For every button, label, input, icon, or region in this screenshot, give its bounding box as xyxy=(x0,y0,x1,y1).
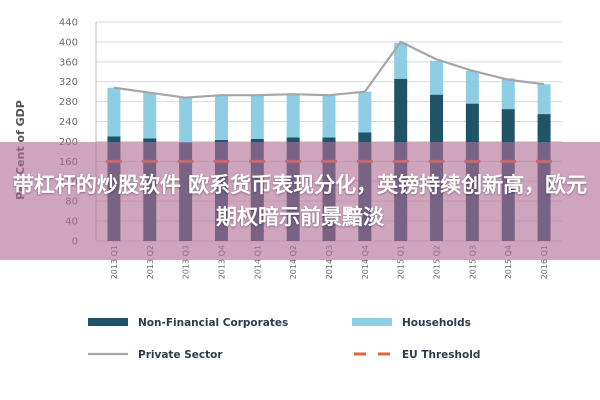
legend-label: Non-Financial Corporates xyxy=(138,317,288,329)
x-tick-label: 2016 Q1 xyxy=(540,245,549,279)
x-tick-label: 2013 Q1 xyxy=(110,245,119,279)
legend-swatch xyxy=(352,318,392,326)
bar-households xyxy=(143,92,157,139)
x-tick-label: 2015 Q4 xyxy=(504,245,513,279)
x-tick-label: 2015 Q2 xyxy=(433,245,442,279)
y-tick-label: 240 xyxy=(59,117,78,128)
bar-households xyxy=(107,87,121,137)
legend: Non-Financial Corporates Households Privat… xyxy=(88,317,480,361)
x-tick-label: 2014 Q2 xyxy=(289,245,298,279)
bar-households xyxy=(179,97,193,143)
x-tick-label: 2014 Q3 xyxy=(325,245,334,279)
line-private-sector xyxy=(113,40,545,99)
bar-households xyxy=(430,60,444,95)
x-tick-label: 2015 Q3 xyxy=(468,245,477,279)
bar-households xyxy=(286,94,300,138)
bar-households xyxy=(394,42,408,79)
bar-households xyxy=(537,84,551,115)
legend-label: Private Sector xyxy=(138,349,223,361)
y-tick-label: 360 xyxy=(59,57,78,68)
legend-swatch xyxy=(88,318,128,326)
legend-label: Households xyxy=(402,317,471,329)
y-tick-label: 320 xyxy=(59,77,78,88)
y-tick-label: 440 xyxy=(59,18,78,29)
x-tick-label: 2013 Q2 xyxy=(146,245,155,279)
bar-households xyxy=(358,91,372,133)
bar-households xyxy=(322,95,336,138)
bar-households xyxy=(465,70,479,104)
banner-text: 带杠杆的炒股软件 欧系货币表现分化，英镑持续创新高，欧元期权暗示前景黯淡 xyxy=(12,173,588,229)
x-axis: 2013 Q1 2013 Q2 2013 Q3 2013 Q4 2014 Q1 2014 … xyxy=(110,245,549,279)
overlay-banner: 带杠杆的炒股软件 欧系货币表现分化，英镑持续创新高，欧元期权暗示前景黯淡 xyxy=(0,142,600,260)
y-tick-label: 280 xyxy=(59,97,78,108)
x-tick-label: 2013 Q4 xyxy=(217,245,226,279)
y-tick-label: 400 xyxy=(59,37,78,48)
x-tick-label: 2014 Q4 xyxy=(361,245,370,279)
bar-households xyxy=(250,95,264,139)
bar-households xyxy=(214,95,228,140)
x-tick-label: 2015 Q1 xyxy=(397,245,406,279)
x-tick-label: 2014 Q1 xyxy=(253,245,262,279)
x-tick-label: 2013 Q3 xyxy=(182,245,191,279)
legend-label: EU Threshold xyxy=(402,349,480,361)
bar-households xyxy=(501,78,515,110)
